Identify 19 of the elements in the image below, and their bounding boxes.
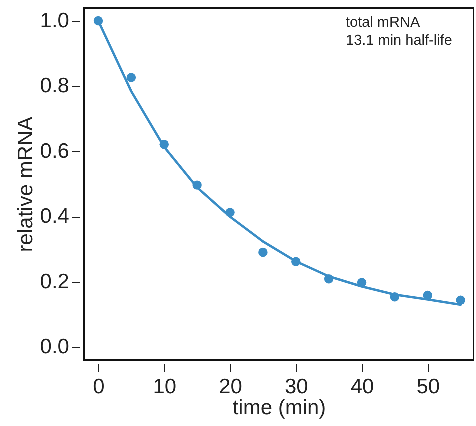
x-axis-title: time (min) <box>232 396 326 420</box>
annotation: total mRNA <box>346 15 420 31</box>
y-tick-label: 0.8 <box>40 74 70 98</box>
y-axis-title: relative mRNA <box>14 116 38 252</box>
y-tick-label: 0.4 <box>40 205 70 228</box>
y-tick-label: 0.6 <box>40 140 70 163</box>
x-tick-label: 20 <box>219 376 242 398</box>
annotation: 13.1 min half-life <box>346 33 452 49</box>
x-tick-label: 30 <box>284 376 308 398</box>
y-tick-label: 0.2 <box>40 270 70 294</box>
point <box>258 248 268 258</box>
x-tick-label: 40 <box>350 376 374 398</box>
point <box>456 296 466 305</box>
x-tick-label: 0 <box>93 376 105 398</box>
point <box>126 73 136 82</box>
y-tick-label: 1.0 <box>40 10 70 33</box>
x-tick-label: 50 <box>416 376 440 398</box>
y-tick-label: 0.0 <box>40 335 70 358</box>
x-tick-label: 10 <box>153 376 177 398</box>
